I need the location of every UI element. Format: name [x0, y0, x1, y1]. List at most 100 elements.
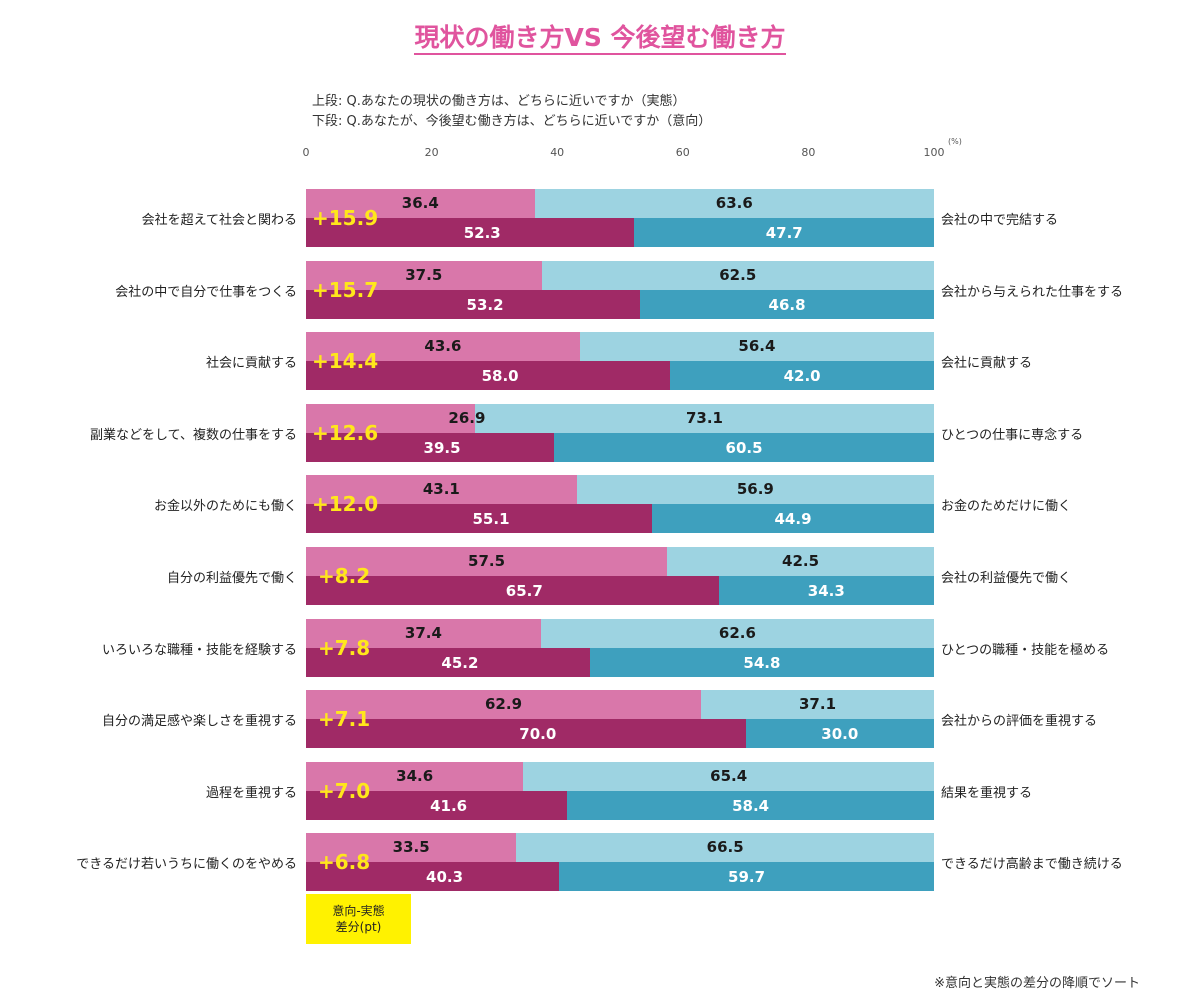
bar-intent-right	[745, 719, 934, 749]
bar-intent-left	[306, 432, 555, 462]
value-actual-left: 36.4	[401, 194, 439, 212]
bar-actual-left	[306, 189, 535, 218]
bar-actual-left	[306, 475, 577, 505]
bar-intent-left	[306, 218, 635, 247]
bar-actual-right	[579, 332, 934, 362]
value-actual-right: 65.4	[710, 766, 748, 785]
row-right-label: ひとつの仕事に専念する	[941, 427, 1084, 443]
bar-actual-left	[306, 761, 524, 791]
bar-actual-right	[534, 189, 934, 218]
value-actual-left: 43.6	[424, 337, 462, 356]
row-left-label: お金以外のためにも働く	[153, 499, 297, 515]
value-intent-left: 65.7	[505, 582, 543, 600]
value-intent-left: 40.3	[426, 868, 464, 887]
diff-value: +14.4	[312, 349, 379, 374]
bar-intent-right	[640, 289, 934, 319]
bar-actual-left	[306, 332, 580, 362]
bar-intent-right	[670, 361, 934, 391]
row-right-label: できるだけ高齢まで働き続ける	[941, 857, 1123, 873]
chart-title: 現状の働き方VS 今後望む働き方	[0, 18, 1200, 55]
value-actual-right: 62.5	[719, 265, 757, 284]
value-intent-left: 70.0	[519, 725, 557, 744]
value-intent-right: 42.0	[783, 367, 821, 386]
value-intent-right: 54.8	[743, 653, 781, 672]
diff-value: +12.0	[312, 492, 379, 517]
x-tick-label: 20	[424, 146, 439, 159]
diff-value: +7.1	[318, 707, 371, 732]
row-left-label: 会社を超えて社会と関わる	[141, 213, 297, 228]
diff-value: +7.8	[318, 635, 371, 660]
row-right-label: 会社から与えられた仕事をする	[941, 284, 1124, 300]
diff-value: +12.6	[312, 420, 379, 445]
x-tick-label: 80	[801, 146, 816, 159]
row-right-label: ひとつの職種・技能を極める	[941, 642, 1110, 658]
bar-intent-right	[559, 862, 934, 892]
value-intent-left: 58.0	[481, 367, 519, 386]
bar-intent-left	[306, 862, 560, 892]
value-intent-right: 47.7	[765, 224, 803, 242]
row-left-label: 自分の満足感や楽しさを重視する	[101, 714, 297, 730]
bar-actual-right	[540, 618, 934, 648]
value-intent-left: 53.2	[466, 295, 504, 314]
bar-intent-left	[306, 289, 641, 319]
row-left-label: 会社の中で自分で仕事をつくる	[115, 284, 297, 300]
bar-intent-right	[652, 504, 934, 534]
row-left-label: 過程を重視する	[205, 785, 297, 801]
row-right-label: 会社に貢献する	[941, 356, 1033, 372]
bar-actual-left	[306, 403, 475, 433]
value-actual-right: 62.6	[718, 623, 756, 642]
row-left-label: いろいろな職種・技能を経験する	[101, 642, 297, 658]
value-intent-left: 39.5	[423, 438, 461, 457]
bar-intent-left	[306, 647, 590, 677]
bar-actual-left	[306, 260, 542, 290]
x-tick-label: 0	[302, 146, 310, 159]
value-intent-left: 52.3	[463, 224, 501, 242]
diff-legend-line1: 意向-実態	[332, 903, 385, 918]
diff-value: +8.2	[318, 564, 371, 588]
value-actual-right: 42.5	[782, 552, 820, 570]
value-intent-right: 58.4	[732, 796, 770, 815]
bar-intent-right	[634, 218, 934, 247]
bar-intent-left	[306, 361, 671, 391]
value-intent-right: 44.9	[774, 510, 812, 529]
question-top: 上段: Q.あなたの現状の働き方は、どちらに近いですか（実態）	[312, 94, 686, 109]
bar-actual-right	[516, 833, 934, 863]
bar-actual-right	[701, 690, 934, 720]
row-right-label: お金のためだけに働く	[941, 499, 1072, 515]
diff-value: +15.9	[312, 206, 379, 230]
bar-intent-right	[567, 790, 934, 820]
bar-actual-left	[306, 618, 541, 648]
bar-intent-left	[306, 504, 653, 534]
diff-legend: 意向-実態 差分(pt)	[306, 894, 411, 944]
bar-intent-right	[589, 647, 934, 677]
x-tick-label: 60	[675, 146, 690, 159]
bar-actual-right	[667, 547, 934, 576]
bar-intent-right	[554, 432, 934, 462]
value-intent-right: 34.3	[807, 582, 845, 600]
value-intent-left: 41.6	[430, 796, 468, 815]
value-actual-left: 37.4	[404, 623, 442, 642]
value-intent-right: 46.8	[768, 295, 806, 314]
value-actual-left: 62.9	[484, 695, 523, 714]
value-actual-right: 37.1	[798, 695, 837, 714]
bar-actual-left	[306, 833, 517, 863]
diff-value: +6.8	[318, 850, 371, 875]
diff-legend-line2: 差分(pt)	[335, 920, 382, 934]
row-right-label: 会社の中で完結する	[941, 213, 1059, 228]
value-intent-right: 59.7	[728, 868, 766, 887]
value-intent-right: 30.0	[821, 725, 859, 744]
bar-intent-right	[718, 576, 934, 605]
bar-intent-left	[306, 719, 746, 749]
x-tick-label: 100	[923, 146, 945, 159]
sort-note: ※意向と実態の差分の降順でソート	[934, 976, 1140, 991]
value-actual-right: 63.6	[715, 194, 753, 212]
value-actual-left: 43.1	[422, 480, 460, 499]
value-actual-left: 33.5	[392, 838, 430, 857]
diff-value: +7.0	[318, 778, 371, 803]
bar-actual-right	[523, 761, 934, 791]
row-right-label: 会社の利益優先で働く	[941, 571, 1072, 586]
value-actual-left: 26.9	[448, 408, 486, 427]
diff-value: +15.7	[312, 277, 379, 302]
value-actual-right: 73.1	[685, 408, 723, 427]
axis-unit: (%)	[948, 137, 962, 146]
